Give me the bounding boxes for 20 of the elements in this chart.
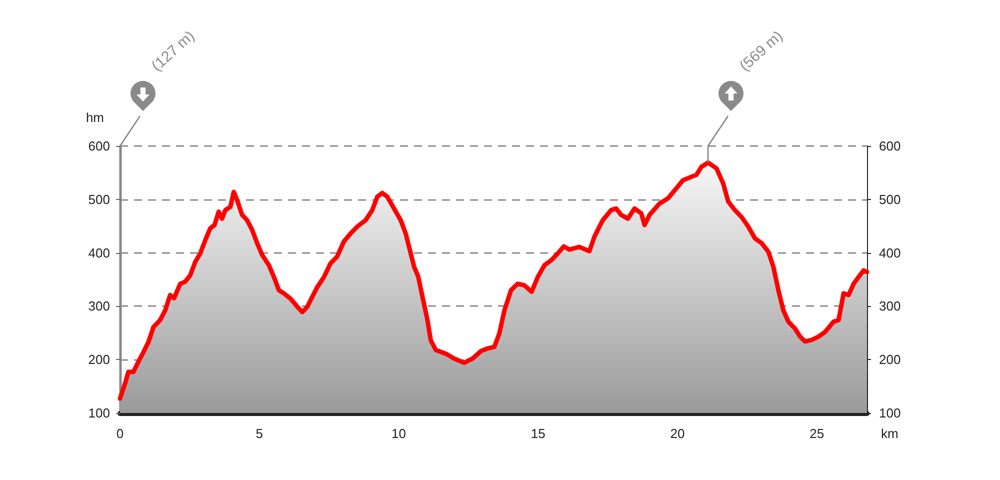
x-tick-label: 25 [810,426,824,441]
y-tick-label: 300 [88,298,110,314]
y2-tick-label: 500 [879,192,901,207]
y2-tick-label: 300 [879,298,901,314]
y-tick-label: 100 [88,406,110,420]
x-tick-label: 5 [256,426,263,441]
x-tick-label: 10 [391,426,406,441]
x-tick-label: 15 [530,426,546,441]
x-tick-label: 20 [670,426,685,441]
y-axis-title: hm [86,110,104,125]
y-tick-label: 500 [88,192,110,207]
x-tick-label: 0 [116,426,124,441]
y2-tick-label: 600 [879,138,901,154]
y2-tick-label: 200 [879,352,901,368]
y-tick-label: 200 [88,352,110,368]
y2-tick-label: 400 [879,245,901,260]
y-tick-label: 600 [88,138,110,154]
y-tick-label: 400 [88,245,110,260]
x-axis-title: km [881,426,898,441]
y2-tick-label: 100 [879,406,901,420]
